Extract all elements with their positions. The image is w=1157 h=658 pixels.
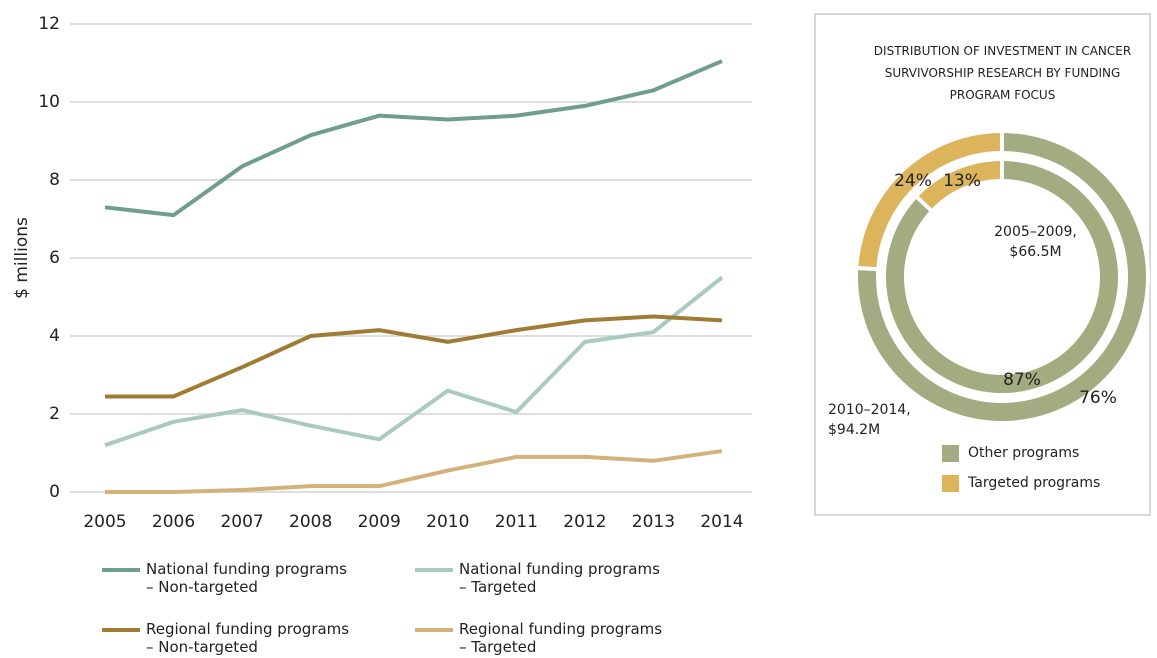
value-label: 76% <box>1079 388 1117 408</box>
data-line <box>104 59 723 218</box>
donut-segment <box>882 156 1122 397</box>
legend-label: Other programs <box>968 445 1080 461</box>
x-tick-label: 2008 <box>289 512 332 532</box>
data-line <box>104 275 724 448</box>
x-tick-label: 2007 <box>220 512 263 532</box>
x-tick-label: 2006 <box>152 512 195 532</box>
legend-label: National funding programs – Non-targeted <box>146 560 347 596</box>
y-tick-label: 0 <box>49 482 60 502</box>
x-tick-label: 2013 <box>632 512 675 532</box>
donut-panel <box>814 13 1151 516</box>
ring-label: 2005–2009, $66.5M <box>994 224 1077 260</box>
y-tick-label: 2 <box>49 404 60 424</box>
legend-swatch <box>942 475 959 492</box>
donut-title: DISTRIBUTION OF INVESTMENT IN CANCER SUR… <box>873 44 1132 102</box>
x-tick-label: 2014 <box>700 512 743 532</box>
y-tick-label: 8 <box>49 170 60 190</box>
donut-segment <box>854 128 1004 272</box>
x-tick-label: 2009 <box>358 512 401 532</box>
y-tick-label: 6 <box>49 248 60 268</box>
value-label: 13% <box>943 171 981 191</box>
value-label: 87% <box>1003 370 1041 390</box>
donut-segment <box>854 128 1150 425</box>
value-label: 24% <box>894 171 932 191</box>
y-axis-label: $ millions <box>12 217 32 299</box>
donut-segment <box>913 156 1004 215</box>
x-tick-label: 2011 <box>495 512 538 532</box>
legend-label: Regional funding programs – Targeted <box>459 620 663 656</box>
x-tick-label: 2010 <box>426 512 469 532</box>
y-tick-label: 12 <box>38 14 60 34</box>
legend-swatch <box>942 445 959 462</box>
ring-label: 2010–2014, $94.2M <box>828 402 911 438</box>
legend-label: National funding programs – Targeted <box>459 560 660 596</box>
legend-label: Targeted programs <box>968 475 1101 491</box>
data-line <box>105 449 723 494</box>
data-line <box>105 314 723 399</box>
x-tick-label: 2012 <box>563 512 606 532</box>
x-tick-label: 2005 <box>83 512 126 532</box>
y-tick-label: 4 <box>49 326 60 346</box>
y-tick-label: 10 <box>38 92 60 112</box>
legend-label: Regional funding programs – Non-targeted <box>146 620 350 656</box>
